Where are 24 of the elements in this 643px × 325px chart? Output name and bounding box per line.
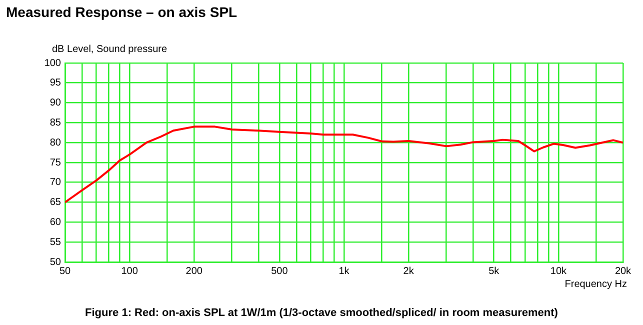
y-tick-label: 70 xyxy=(50,177,62,188)
y-tick-label: 65 xyxy=(50,197,62,208)
caption: Figure 1: Red: on-axis SPL at 1W/1m (1/3-octave smoothed/spliced/ in room measurement) xyxy=(84,307,559,319)
y-tick-label: 60 xyxy=(50,216,62,228)
x-tick-label: 500 xyxy=(271,266,288,277)
y-tick-label: 90 xyxy=(50,98,62,109)
x-axis-title: Frequency Hz xyxy=(564,279,627,290)
x-tick-label: 5k xyxy=(488,266,500,277)
chart-title: Measured Response – on axis SPL xyxy=(6,4,238,20)
y-tick-label: 50 xyxy=(50,256,62,268)
y-axis-title: dB Level, Sound pressure xyxy=(52,44,168,55)
y-tick-label: 85 xyxy=(50,117,62,128)
x-tick-label: 20k xyxy=(614,266,632,277)
y-tick-label: 75 xyxy=(50,157,62,168)
x-tick-label: 50 xyxy=(59,266,71,277)
x-tick-label: 1k xyxy=(338,266,350,277)
y-tick-label: 95 xyxy=(50,78,62,89)
x-tick-label: 100 xyxy=(121,266,138,277)
y-tick-label: 100 xyxy=(44,58,62,69)
x-tick-label: 10k xyxy=(550,266,568,277)
x-tick-label: 200 xyxy=(186,266,203,277)
y-tick-label: 55 xyxy=(50,236,62,248)
x-tick-label: 2k xyxy=(403,266,415,277)
y-tick-label: 80 xyxy=(50,137,62,148)
